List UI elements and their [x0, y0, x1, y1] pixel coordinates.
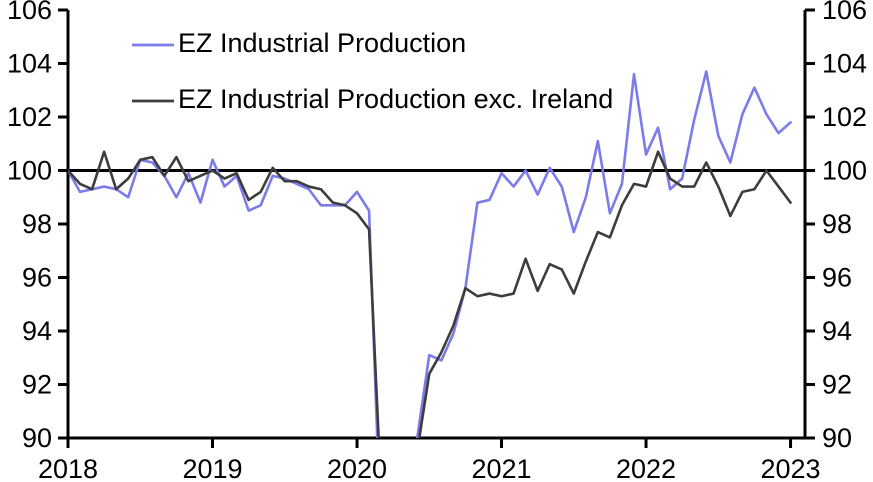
- y-axis-label-left-98: 98: [22, 209, 52, 239]
- y-axis-label-right-92: 92: [822, 370, 852, 400]
- y-tick-marks-right: [805, 8, 815, 440]
- legend-label-1: EZ Industrial Production exc. Ireland: [178, 84, 613, 114]
- data-series-group: [68, 70, 792, 438]
- y-axis-label-right-90: 90: [822, 423, 852, 453]
- y-axis-label-left-100: 100: [7, 156, 52, 186]
- chart-legend: EZ Industrial Production EZ Industrial Pr…: [132, 28, 613, 114]
- x-axis-label-2022: 2022: [616, 454, 676, 482]
- axis-frame: [66, 10, 807, 440]
- y-axis-label-left-106: 106: [7, 0, 52, 25]
- y-axis-labels-right: 106 104 102 100 98 96 94 92 90: [822, 0, 867, 453]
- y-axis-label-left-92: 92: [22, 370, 52, 400]
- y-axis-label-right-102: 102: [822, 102, 867, 132]
- y-axis-label-left-96: 96: [22, 263, 52, 293]
- y-axis-label-right-96: 96: [822, 263, 852, 293]
- y-axis-label-right-106: 106: [822, 0, 867, 25]
- y-tick-marks-left: [58, 8, 68, 440]
- y-axis-label-right-100: 100: [822, 156, 867, 186]
- x-axis-label-2020: 2020: [327, 454, 387, 482]
- y-axis-labels-left: 106 104 102 100 98 96 94 92 90: [7, 0, 52, 453]
- y-axis-label-left-104: 104: [7, 49, 52, 79]
- y-axis-label-right-98: 98: [822, 209, 852, 239]
- y-axis-label-left-90: 90: [22, 423, 52, 453]
- x-axis-label-2021: 2021: [471, 454, 531, 482]
- x-tick-marks: [66, 438, 793, 448]
- series-line-ez-industrial-production: [68, 70, 792, 438]
- y-axis-label-left-102: 102: [7, 102, 52, 132]
- y-axis-label-right-94: 94: [822, 316, 852, 346]
- legend-label-0: EZ Industrial Production: [178, 28, 466, 58]
- x-axis-label-2023: 2023: [761, 454, 821, 482]
- y-axis-label-left-94: 94: [22, 316, 52, 346]
- y-axis-label-right-104: 104: [822, 49, 867, 79]
- x-axis-labels: 2018 2019 2020 2021 2022 2023: [38, 454, 821, 482]
- x-axis-label-2019: 2019: [182, 454, 242, 482]
- x-axis-label-2018: 2018: [38, 454, 98, 482]
- series-line-ez-industrial-production-exc-ireland: [68, 150, 792, 438]
